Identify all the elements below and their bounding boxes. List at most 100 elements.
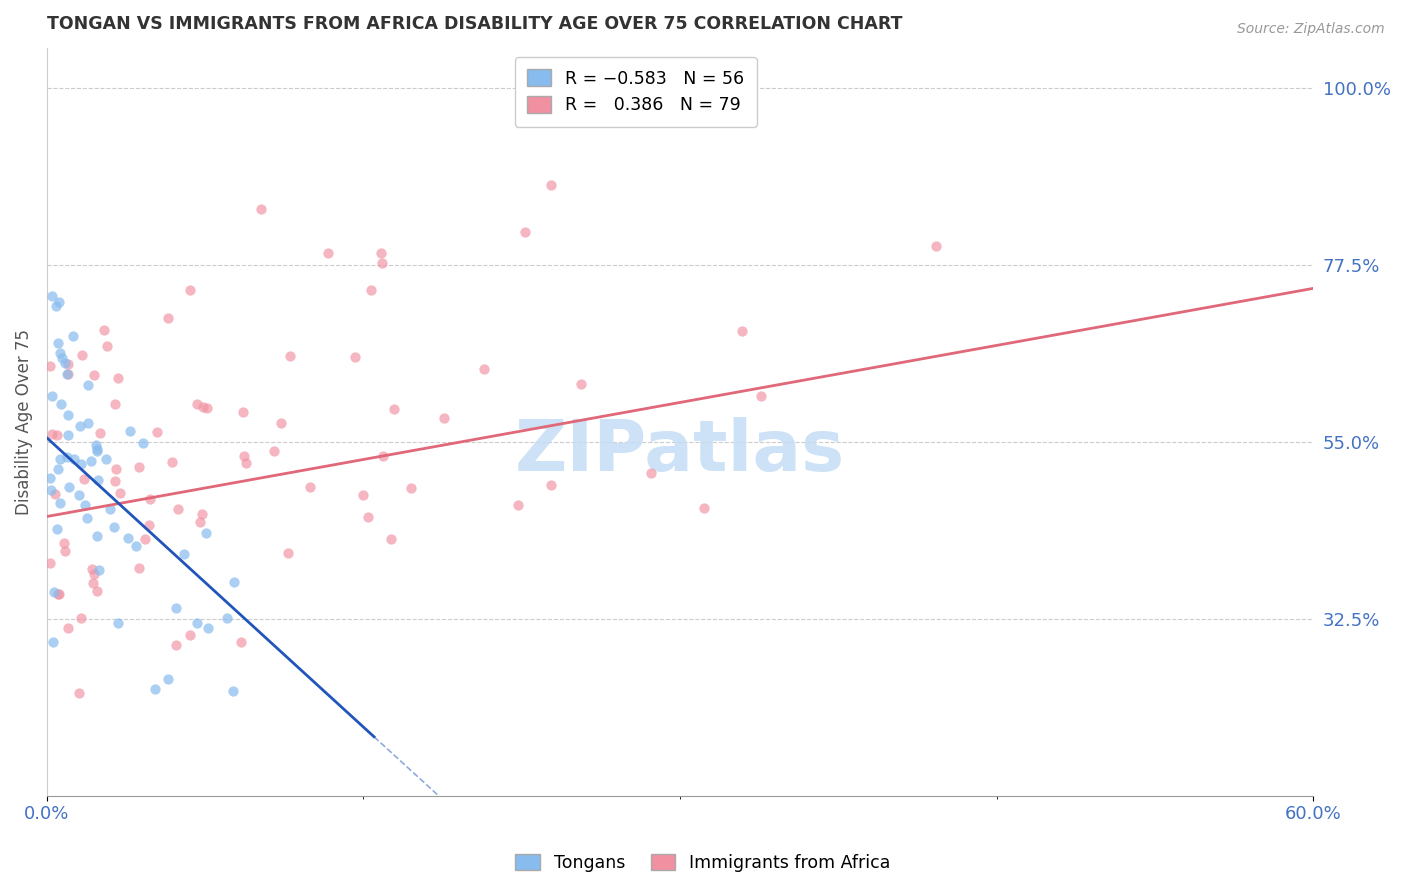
Point bbox=[139, 491, 162, 506]
Point bbox=[143, 682, 166, 697]
Point bbox=[197, 621, 219, 635]
Point bbox=[77, 377, 100, 392]
Point bbox=[48, 451, 70, 466]
Point bbox=[145, 425, 167, 439]
Point bbox=[250, 202, 273, 217]
Point bbox=[371, 256, 394, 270]
Point bbox=[53, 356, 76, 370]
Point bbox=[70, 348, 93, 362]
Point bbox=[62, 451, 84, 466]
Point bbox=[53, 543, 76, 558]
Text: Source: ZipAtlas.com: Source: ZipAtlas.com bbox=[1237, 22, 1385, 37]
Point bbox=[44, 585, 66, 599]
Point bbox=[316, 246, 339, 260]
Point bbox=[160, 455, 183, 469]
Point bbox=[46, 336, 69, 351]
Point bbox=[56, 408, 79, 422]
Point bbox=[513, 225, 536, 239]
Point bbox=[232, 449, 254, 463]
Point bbox=[62, 328, 84, 343]
Point bbox=[76, 416, 98, 430]
Point bbox=[93, 322, 115, 336]
Text: ZIPatlas: ZIPatlas bbox=[515, 417, 845, 486]
Point bbox=[382, 402, 405, 417]
Point bbox=[86, 442, 108, 457]
Point bbox=[125, 539, 148, 553]
Point bbox=[156, 672, 179, 686]
Point bbox=[173, 547, 195, 561]
Point bbox=[98, 501, 121, 516]
Point bbox=[75, 498, 97, 512]
Point bbox=[235, 457, 257, 471]
Point bbox=[86, 584, 108, 599]
Point bbox=[134, 533, 156, 547]
Point bbox=[86, 438, 108, 452]
Point bbox=[86, 529, 108, 543]
Point bbox=[194, 525, 217, 540]
Point bbox=[103, 520, 125, 534]
Point bbox=[46, 586, 69, 600]
Point bbox=[731, 325, 754, 339]
Point bbox=[53, 536, 76, 550]
Point bbox=[67, 686, 90, 700]
Point bbox=[270, 416, 292, 430]
Point bbox=[46, 428, 69, 442]
Point bbox=[108, 486, 131, 500]
Point bbox=[48, 586, 70, 600]
Point bbox=[107, 371, 129, 385]
Point bbox=[80, 453, 103, 467]
Point bbox=[231, 635, 253, 649]
Point bbox=[433, 410, 456, 425]
Point bbox=[165, 638, 187, 652]
Point bbox=[82, 561, 104, 575]
Point bbox=[76, 511, 98, 525]
Point bbox=[186, 397, 208, 411]
Point bbox=[41, 289, 63, 303]
Point bbox=[58, 480, 80, 494]
Point bbox=[232, 405, 254, 419]
Point bbox=[96, 452, 118, 467]
Point bbox=[380, 532, 402, 546]
Point bbox=[190, 515, 212, 529]
Point bbox=[138, 518, 160, 533]
Point bbox=[56, 621, 79, 635]
Point bbox=[67, 488, 90, 502]
Point bbox=[157, 310, 180, 325]
Point bbox=[49, 397, 72, 411]
Point bbox=[352, 488, 374, 502]
Point bbox=[344, 351, 367, 365]
Point bbox=[190, 507, 212, 521]
Point bbox=[104, 474, 127, 488]
Point bbox=[86, 444, 108, 458]
Point bbox=[278, 349, 301, 363]
Point bbox=[73, 472, 96, 486]
Point bbox=[70, 457, 93, 471]
Point bbox=[508, 498, 530, 512]
Point bbox=[45, 299, 67, 313]
Point bbox=[165, 601, 187, 615]
Point bbox=[56, 367, 79, 381]
Point bbox=[46, 462, 69, 476]
Point bbox=[263, 443, 285, 458]
Point bbox=[222, 684, 245, 698]
Point bbox=[399, 481, 422, 495]
Point bbox=[215, 611, 238, 625]
Point bbox=[41, 427, 63, 442]
Legend: R = −0.583   N = 56, R =   0.386   N = 79: R = −0.583 N = 56, R = 0.386 N = 79 bbox=[515, 57, 756, 127]
Point bbox=[48, 295, 70, 310]
Point bbox=[48, 495, 70, 509]
Point bbox=[357, 510, 380, 524]
Point bbox=[298, 480, 321, 494]
Point bbox=[87, 474, 110, 488]
Point bbox=[197, 401, 219, 415]
Point bbox=[41, 389, 63, 403]
Point bbox=[104, 397, 127, 411]
Point bbox=[82, 575, 104, 590]
Point bbox=[51, 351, 73, 365]
Point bbox=[749, 389, 772, 403]
Point bbox=[117, 532, 139, 546]
Point bbox=[540, 478, 562, 492]
Point bbox=[44, 487, 66, 501]
Point bbox=[128, 560, 150, 574]
Point bbox=[56, 428, 79, 442]
